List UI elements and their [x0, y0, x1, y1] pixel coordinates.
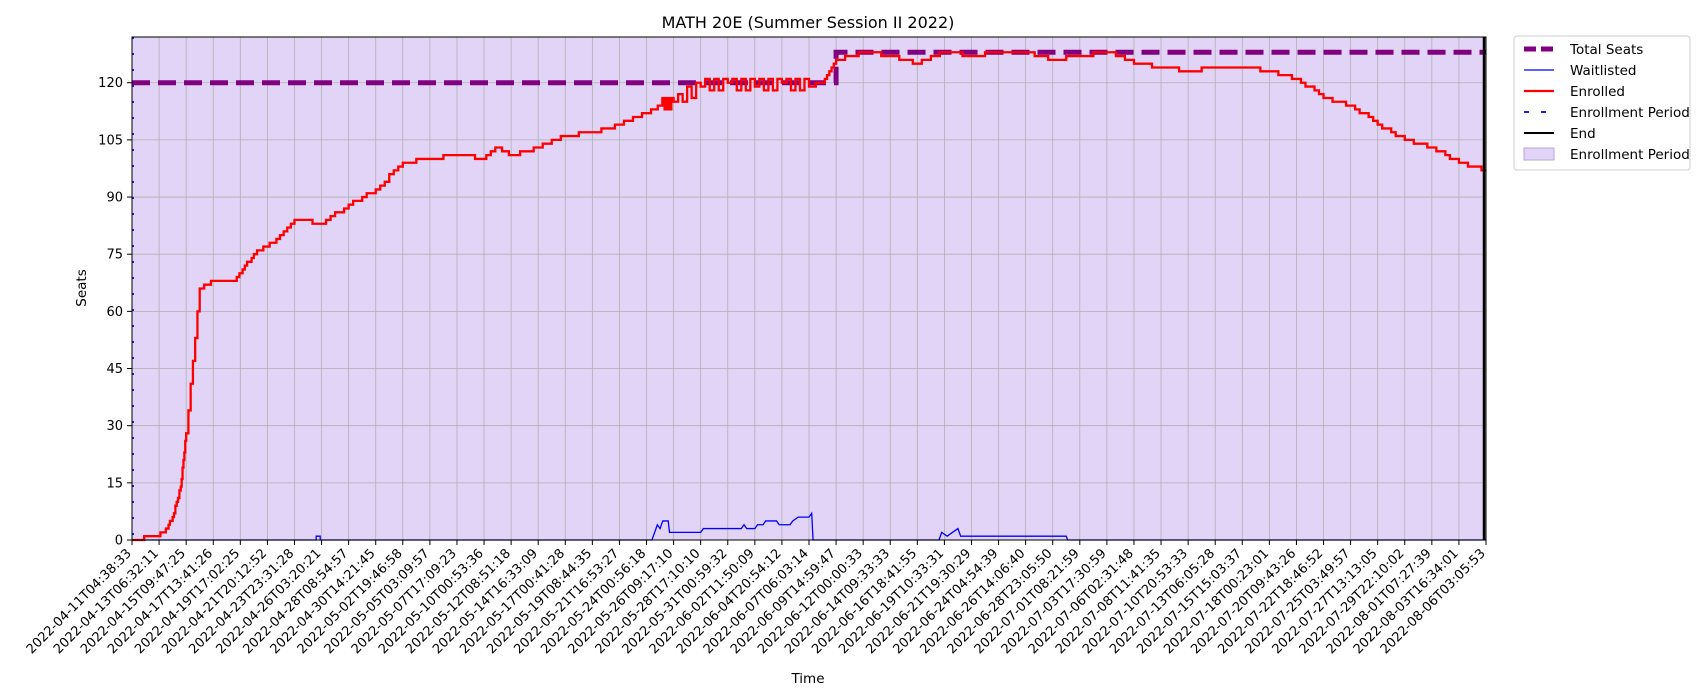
legend-label: End: [1570, 126, 1596, 142]
legend-label: Enrolled: [1570, 84, 1625, 100]
y-axis-label: Seats: [74, 269, 90, 306]
series-waitlisted: [132, 511, 1486, 541]
y-tick-label: 30: [106, 419, 123, 434]
x-axis: 2022-04-11T04:38:332022-04-13T06:32:1120…: [24, 540, 1489, 657]
series-lines: [132, 37, 1486, 542]
grid-lines: [131, 37, 1487, 541]
chart-title: MATH 20E (Summer Session II 2022): [662, 13, 955, 32]
y-tick-label: 120: [98, 76, 123, 91]
y-tick-label: 45: [106, 362, 123, 377]
y-axis: 0 15 30 45 60 75 90 105 120: [98, 76, 132, 549]
series-total-seats: [132, 49, 1486, 86]
y-tick-label: 105: [98, 133, 123, 148]
x-axis-label: Time: [790, 671, 824, 687]
legend-box: [1513, 35, 1691, 171]
legend-label: Enrollment Period: [1570, 105, 1690, 121]
legend-label: Enrollment Period: [1570, 147, 1690, 163]
legend-handle-enrollment-region: [1523, 147, 1555, 161]
legend-label: Waitlisted: [1570, 63, 1637, 79]
legend: Total Seats Waitlisted Enrolled Enrollment …: [1513, 35, 1691, 171]
y-tick-label: 90: [106, 191, 123, 206]
legend-label: Total Seats: [1569, 42, 1643, 58]
y-tick-label: 0: [115, 534, 123, 549]
y-tick-label: 60: [106, 305, 123, 320]
y-tick-label: 15: [106, 476, 123, 491]
series-enrolled: [132, 51, 1486, 542]
y-tick-label: 75: [106, 248, 123, 263]
